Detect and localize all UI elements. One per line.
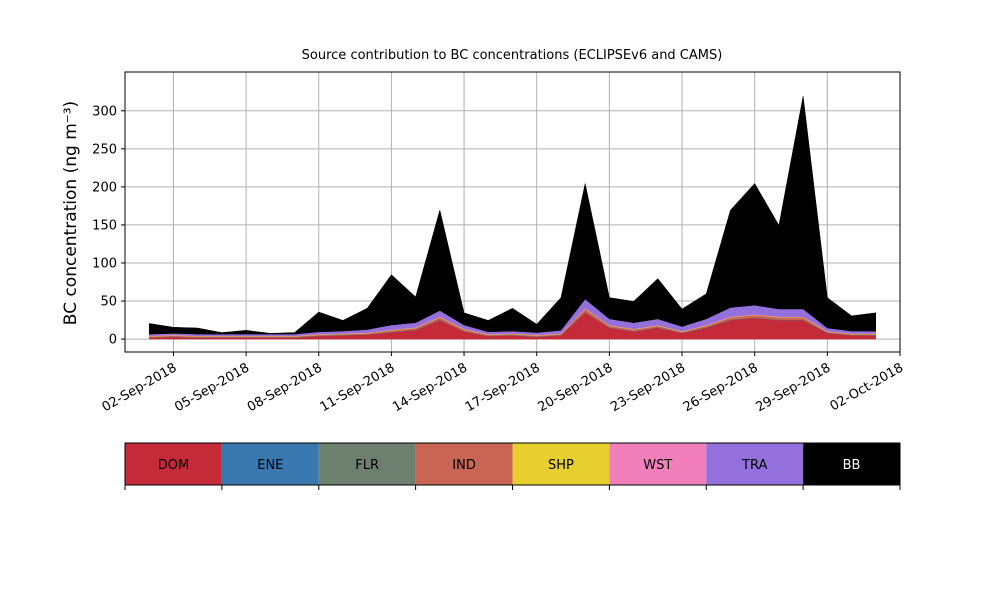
x-tick-label: 11-Sep-2018 (318, 360, 398, 415)
y-tick-label: 250 (92, 142, 117, 157)
x-tick-label: 14-Sep-2018 (390, 360, 470, 415)
legend-label: TRA (741, 458, 767, 473)
y-axis-label: BC concentration (ng m⁻³) (61, 101, 81, 325)
x-tick-label: 17-Sep-2018 (463, 360, 543, 415)
x-tick-label: 26-Sep-2018 (681, 360, 761, 415)
areas (148, 95, 877, 340)
legend-label: DOM (158, 458, 189, 473)
y-tick-label: 200 (92, 180, 117, 195)
legend-swatch (706, 443, 804, 485)
legend-label: ENE (257, 458, 283, 473)
x-tick-label: 20-Sep-2018 (536, 360, 616, 415)
legend-swatch (318, 443, 416, 485)
legend-label: IND (452, 458, 476, 473)
x-tick-label: 05-Sep-2018 (172, 360, 252, 415)
legend: DOM ENE FLR IND SHP WST TRA BB (124, 442, 901, 490)
legend-label: BB (843, 458, 861, 473)
chart-title: Source contribution to BC concentrations… (302, 48, 723, 63)
legend-label: SHP (548, 458, 574, 473)
y-tick-label: 100 (92, 256, 117, 271)
y-tick-label: 300 (92, 104, 117, 119)
y-tick-label: 150 (92, 218, 117, 233)
plot-frame (124, 71, 901, 353)
area (148, 95, 877, 335)
x-tick-label: 02-Sep-2018 (100, 360, 180, 415)
legend-label: WST (643, 458, 672, 473)
legend-swatch (415, 443, 513, 485)
y-tick-label: 50 (100, 295, 117, 310)
x-tick-label: 29-Sep-2018 (754, 360, 834, 415)
x-tick-label: 23-Sep-2018 (608, 360, 688, 415)
legend-swatch (221, 443, 319, 485)
x-tick-label: 08-Sep-2018 (245, 360, 325, 415)
legend-swatch (125, 443, 222, 485)
y-tick-label: 0 (109, 333, 117, 348)
legend-label: FLR (355, 458, 379, 473)
legend-swatch (803, 443, 900, 485)
x-tick-label: 02-Oct-2018 (828, 360, 906, 414)
legend-swatch (512, 443, 610, 485)
legend-swatch (609, 443, 707, 485)
